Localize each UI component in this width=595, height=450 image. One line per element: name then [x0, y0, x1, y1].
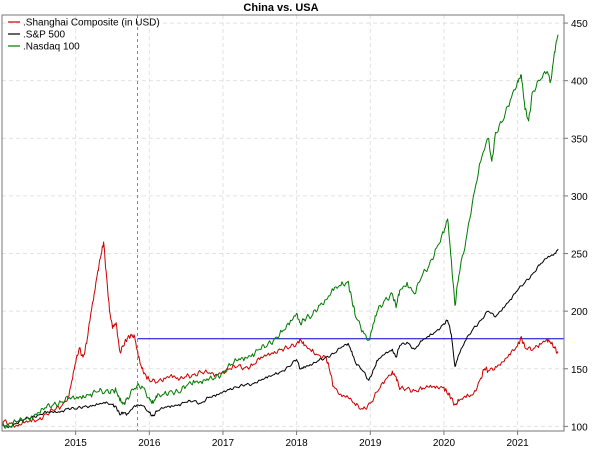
y-tick-label: 300	[571, 192, 588, 203]
x-tick-label: 2021	[506, 438, 529, 449]
y-tick-label: 250	[571, 250, 588, 261]
legend-label: .Shanghai Composite (in USD)	[23, 18, 160, 29]
series-line-sp500	[1, 248, 559, 429]
x-tick-label: 2017	[212, 438, 235, 449]
x-tick-label: 2015	[65, 438, 88, 449]
x-axis: 2015 2016 2017 2018 2019 2020 2021	[65, 431, 529, 449]
y-tick-label: 100	[571, 422, 588, 433]
plot-background	[2, 15, 564, 431]
reference-lines	[137, 15, 564, 431]
series-line-nasdaq100	[1, 34, 559, 429]
y-tick-label: 200	[571, 307, 588, 318]
legend: .Shanghai Composite (in USD).S&P 500.Nas…	[8, 18, 160, 53]
y-tick-label: 150	[571, 365, 588, 376]
x-tick-label: 2018	[286, 438, 309, 449]
x-tick-label: 2020	[433, 438, 456, 449]
series-line-shanghai	[1, 241, 559, 428]
chart-title: China vs. USA	[243, 2, 318, 14]
y-tick-label: 400	[571, 77, 588, 88]
y-tick-label: 450	[571, 19, 588, 30]
legend-label: .Nasdaq 100	[23, 42, 80, 53]
y-axis: 100 150 200 250 300 350 400 450	[564, 19, 588, 433]
y-tick-label: 350	[571, 134, 588, 145]
plot-frame	[1, 14, 565, 432]
legend-label: .S&P 500	[23, 30, 66, 41]
x-tick-label: 2016	[138, 438, 161, 449]
series-lines	[1, 34, 559, 429]
x-tick-label: 2019	[359, 438, 382, 449]
